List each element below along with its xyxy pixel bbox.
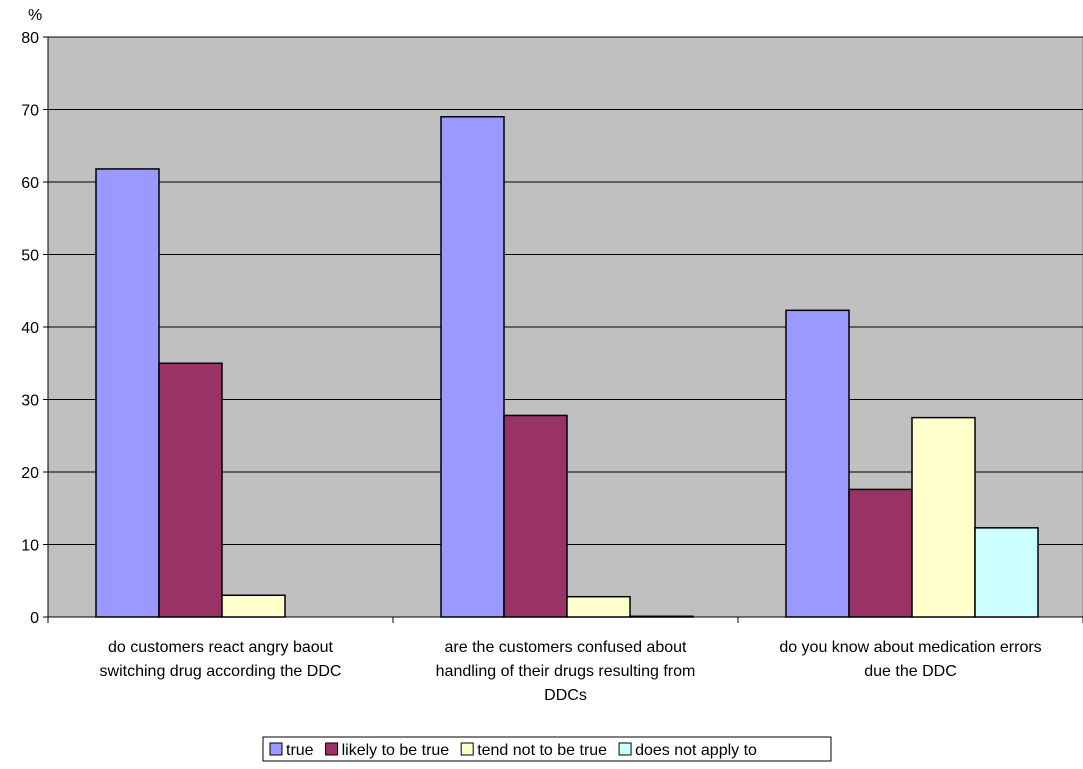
- bar: [911, 416, 976, 618]
- y-tick-label: 50: [21, 248, 39, 265]
- legend-box: [262, 736, 832, 762]
- category-label: DDCs: [544, 687, 587, 704]
- category-label: do customers react angry baout: [108, 639, 334, 656]
- y-tick-label: 40: [21, 320, 39, 337]
- category-labels: do customers react angry baout switching …: [100, 639, 1042, 704]
- legend-label: likely to be true: [342, 742, 450, 759]
- bar: [158, 362, 223, 618]
- y-tick-label: 30: [21, 393, 39, 410]
- y-tick-label: 10: [21, 538, 39, 555]
- legend-swatch: [618, 742, 632, 756]
- category-label: do you know about medication errors: [779, 639, 1041, 656]
- bars: [95, 116, 1039, 618]
- bar: [785, 309, 850, 618]
- legend-swatch: [460, 742, 474, 756]
- category-label: switching drug according the DDC: [100, 663, 342, 680]
- y-tick-label: 20: [21, 465, 39, 482]
- bar: [503, 414, 568, 618]
- bar: [440, 116, 505, 618]
- legend-swatch: [325, 742, 339, 756]
- legend-label: does not apply to: [635, 742, 757, 759]
- y-axis-unit-label: %: [28, 7, 42, 24]
- legend-swatch: [269, 742, 283, 756]
- legend-label: tend not to be true: [477, 742, 607, 759]
- y-tick-labels: 0 10 20 30 40 50 60 70 80: [21, 30, 39, 627]
- category-label: handling of their drugs resulting from: [436, 663, 696, 680]
- category-label: are the customers confused about: [445, 639, 687, 656]
- legend: true likely to be true tend not to be true…: [262, 736, 832, 762]
- y-tick-label: 60: [21, 175, 39, 192]
- y-tick-label: 80: [21, 30, 39, 47]
- y-tick-label: 70: [21, 103, 39, 120]
- bar: [848, 488, 913, 618]
- legend-label: true: [286, 742, 314, 759]
- y-tick-label: 0: [30, 610, 39, 627]
- bar: [566, 595, 631, 618]
- bar: [95, 168, 160, 618]
- bar: [974, 527, 1039, 618]
- bar: [221, 594, 286, 618]
- category-label: due the DDC: [864, 663, 957, 680]
- axes: [43, 36, 1083, 623]
